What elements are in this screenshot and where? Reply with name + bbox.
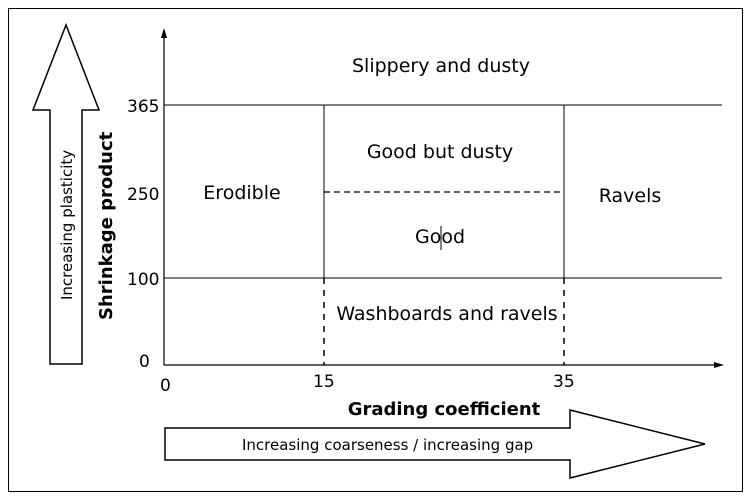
coarseness-arrow <box>164 409 706 479</box>
diagram-frame <box>8 8 743 492</box>
y-tick-250: 250 <box>127 185 159 205</box>
plasticity-arrow <box>31 22 101 365</box>
x-tick-0: 0 <box>160 376 171 396</box>
plasticity-arrow-label: Increasing plasticity <box>58 150 76 300</box>
coarseness-arrow-label: Increasing coarseness / increasing gap <box>242 436 533 454</box>
x-axis-arrowhead <box>714 362 724 368</box>
y-axis-title: Shrinkage product <box>96 131 117 320</box>
y-tick-0: 0 <box>139 352 150 372</box>
y-axis-arrowhead <box>161 28 167 38</box>
x-axis-title: Grading coefficient <box>348 399 541 420</box>
region-slippery-dusty: Slippery and dusty <box>352 55 530 77</box>
region-ravels: Ravels <box>599 185 662 207</box>
region-good: Good <box>415 226 465 248</box>
y-tick-100: 100 <box>127 270 159 290</box>
y-tick-365: 365 <box>127 97 159 117</box>
region-good-but-dusty: Good but dusty <box>367 141 513 163</box>
x-tick-15: 15 <box>313 372 335 392</box>
region-washboards-ravels: Washboards and ravels <box>336 303 557 325</box>
region-erodible: Erodible <box>203 182 280 204</box>
x-tick-35: 35 <box>553 372 575 392</box>
